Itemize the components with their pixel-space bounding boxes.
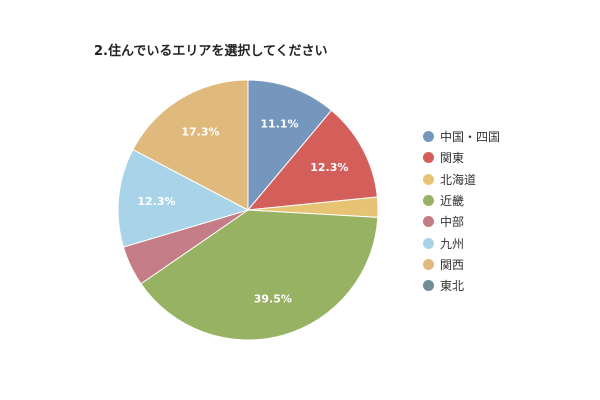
chart-title: 2.住んでいるエリアを選択してください: [94, 44, 328, 59]
slice-value-label: 12.3%: [137, 195, 175, 208]
legend-swatch: [423, 280, 434, 292]
legend-label: 中部: [440, 215, 465, 230]
legend-label: 関東: [440, 151, 465, 166]
pie-slice: [117, 148, 250, 248]
legend-label: 東北: [440, 279, 465, 294]
legend-label: 九州: [440, 236, 465, 251]
slice-value-label: 12.3%: [310, 161, 348, 174]
legend-item[interactable]: 北海道: [423, 169, 500, 190]
legend-item[interactable]: 中国・四国: [423, 126, 500, 147]
pie-slice: [247, 79, 333, 212]
legend-swatch: [423, 216, 434, 228]
legend-label: 近畿: [440, 194, 465, 209]
legend-swatch: [423, 258, 434, 270]
legend-label: 北海道: [440, 172, 477, 187]
pie-slice: [140, 209, 379, 341]
pie-slice: [132, 79, 249, 211]
legend-item[interactable]: 東北: [423, 275, 500, 296]
slice-value-label: 17.3%: [181, 125, 219, 138]
legend-swatch: [423, 173, 434, 185]
legend-label: 中国・四国: [440, 130, 501, 145]
legend-item[interactable]: 中部: [423, 211, 500, 232]
legend-item[interactable]: 近畿: [423, 190, 500, 211]
slice-value-label: 39.5%: [254, 293, 292, 306]
legend-swatch: [423, 195, 434, 207]
pie-slice: [246, 109, 378, 211]
slice-value-label: 11.1%: [260, 118, 298, 131]
legend-swatch: [423, 237, 434, 249]
legend-item[interactable]: 関西: [423, 254, 500, 275]
legend-swatch: [423, 152, 434, 164]
legend-label: 関西: [440, 257, 465, 272]
legend-item[interactable]: 関東: [423, 147, 500, 168]
legend-item[interactable]: 九州: [423, 232, 500, 253]
legend-swatch: [423, 131, 434, 143]
chart-legend: 中国・四国関東北海道近畿中部九州関西東北: [423, 126, 500, 296]
